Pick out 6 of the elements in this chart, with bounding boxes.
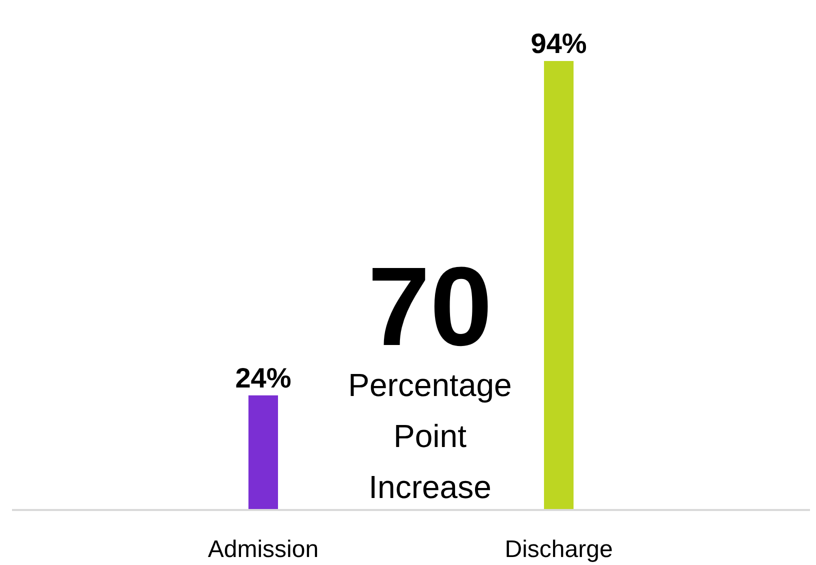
data-label: 94%	[530, 28, 587, 59]
annotation: Percentage Point Increase	[348, 367, 512, 505]
data-label: 24%	[235, 362, 292, 394]
x-tick-label: Discharge	[504, 536, 613, 564]
annotation: 70	[368, 244, 492, 369]
x-tick-label: Admission	[208, 536, 319, 564]
